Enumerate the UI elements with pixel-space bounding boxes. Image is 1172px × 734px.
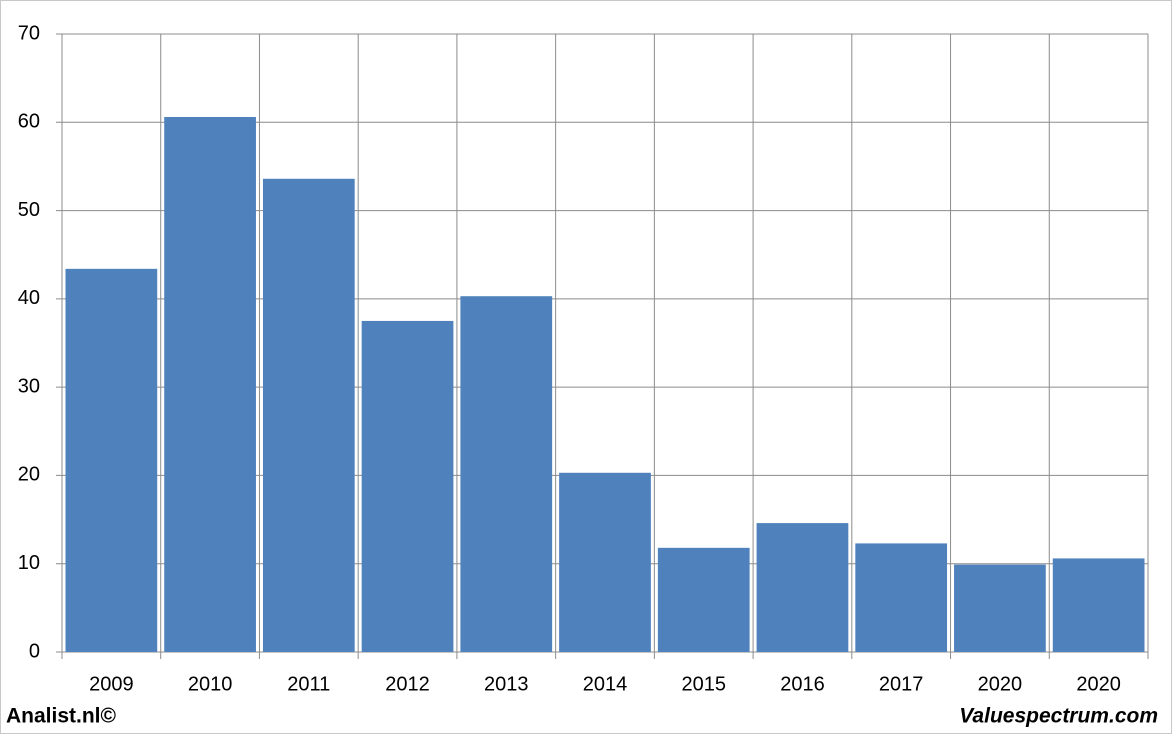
bar	[65, 268, 158, 652]
bar	[559, 472, 651, 652]
x-tick-label: 2010	[188, 673, 233, 695]
x-tick-label: 2017	[879, 673, 924, 695]
x-tick-label: 2016	[780, 673, 825, 695]
bar	[460, 296, 553, 652]
y-tick-label: 20	[18, 464, 40, 486]
y-tick-label: 10	[18, 552, 40, 574]
bar	[361, 320, 454, 652]
bar	[262, 178, 355, 652]
x-tick-label: 2013	[484, 673, 529, 695]
bar	[164, 116, 256, 652]
x-tick-label: 2015	[681, 673, 726, 695]
y-tick-label: 60	[18, 111, 40, 133]
x-tick-label: 2009	[89, 673, 134, 695]
y-tick-label: 50	[18, 199, 40, 221]
x-tick-label: 2012	[385, 673, 430, 695]
x-tick-label: 2020	[1076, 673, 1121, 695]
bar	[855, 543, 948, 652]
footer-right: Valuespectrum.com	[959, 705, 1158, 728]
bar	[756, 523, 849, 652]
y-tick-label: 0	[29, 640, 40, 662]
footer-left: Analist.nl©	[6, 705, 117, 728]
x-tick-label: 2020	[978, 673, 1023, 695]
bar	[954, 564, 1046, 652]
y-tick-label: 70	[18, 22, 40, 44]
x-tick-label: 2011	[287, 673, 330, 695]
bar	[1052, 558, 1145, 652]
bar	[657, 547, 750, 652]
y-tick-label: 30	[18, 375, 40, 397]
x-tick-label: 2014	[583, 673, 628, 695]
y-tick-label: 40	[18, 287, 40, 309]
